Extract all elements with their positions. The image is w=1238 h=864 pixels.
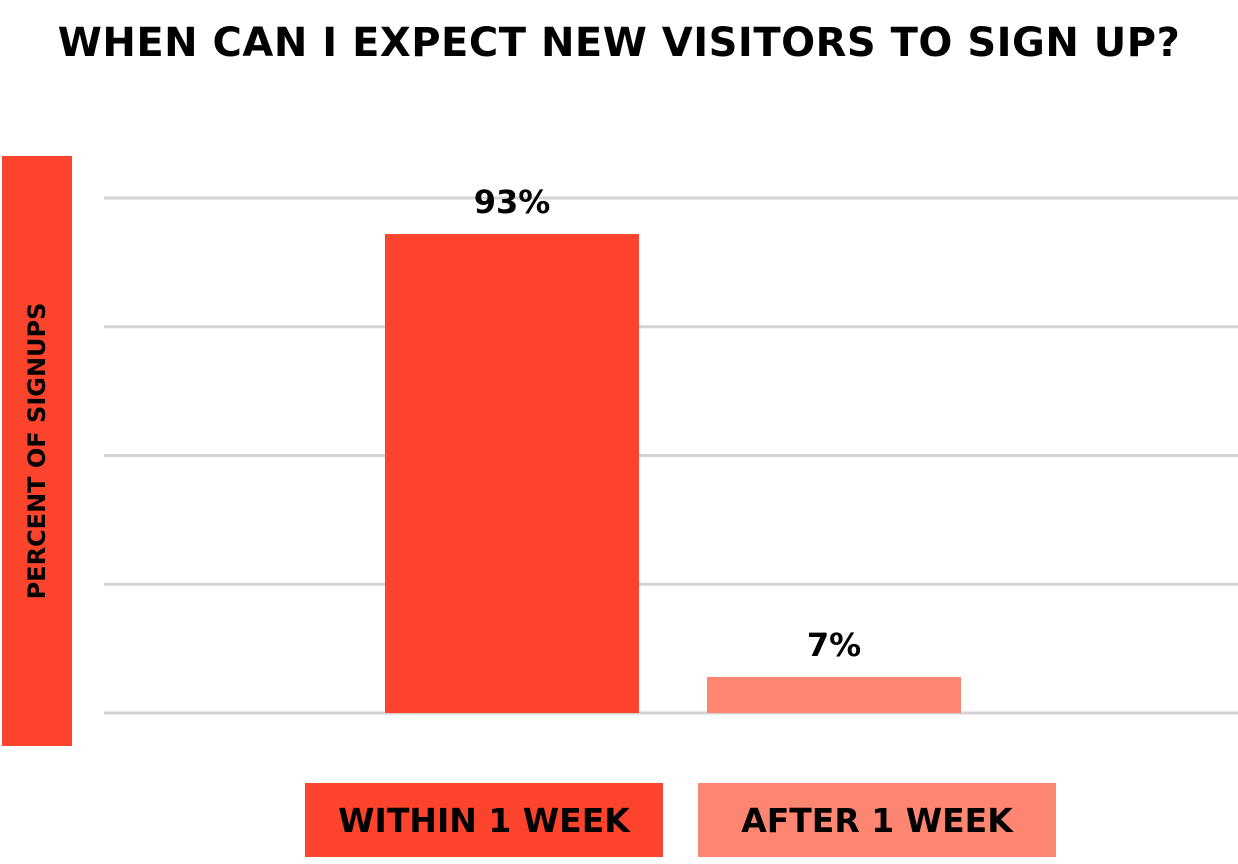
- bar-within-1-week: [385, 234, 639, 714]
- category-label-after-1-week: AFTER 1 WEEK: [698, 783, 1056, 857]
- y-axis-label-box: PERCENT OF SIGNUPS: [2, 156, 72, 746]
- data-labels: 93% 7%: [474, 183, 861, 664]
- category-label-within-1-week: WITHIN 1 WEEK: [305, 783, 663, 857]
- bar-after-1-week: [707, 676, 961, 713]
- bars: [385, 234, 961, 714]
- grid-lines: [104, 196, 1238, 715]
- chart-title: WHEN CAN I EXPECT NEW VISITORS TO SIGN U…: [57, 20, 1181, 66]
- data-label: 7%: [807, 626, 861, 664]
- data-label: 93%: [474, 183, 551, 221]
- bar-chart: 93% 7%: [104, 183, 1238, 715]
